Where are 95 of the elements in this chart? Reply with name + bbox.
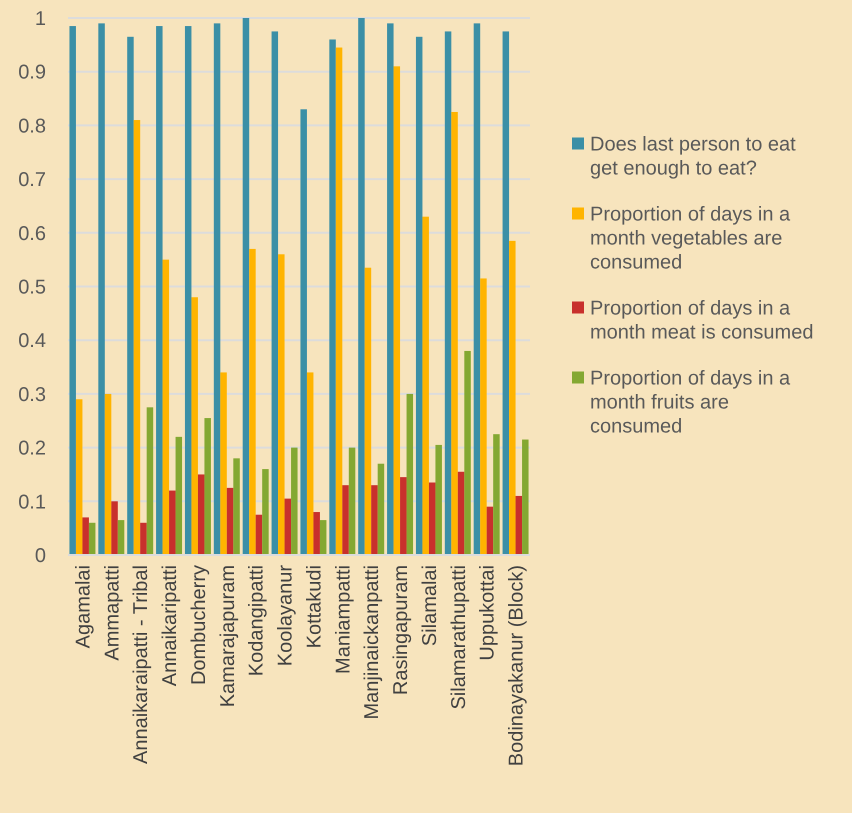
- bar: [191, 297, 198, 555]
- bar: [329, 39, 336, 555]
- y-tick-label: 0.4: [18, 330, 46, 352]
- bar: [156, 26, 163, 555]
- y-tick-label: 0.3: [18, 384, 46, 406]
- bar: [111, 501, 118, 555]
- bar: [233, 458, 240, 555]
- bar: [82, 517, 89, 555]
- x-tick-label: Rasingapuram: [390, 565, 412, 696]
- bar: [198, 474, 204, 555]
- bar: [249, 248, 256, 555]
- bar: [134, 120, 140, 555]
- y-tick-label: 0.6: [18, 222, 46, 245]
- bar: [444, 31, 452, 555]
- x-tick-label: Maniampatti: [332, 565, 354, 674]
- bar: [272, 31, 278, 555]
- bar: [428, 482, 436, 555]
- x-tick-label: Annaikaraipatti - Tribal: [130, 565, 152, 764]
- y-tick-label: 0.1: [18, 491, 46, 514]
- bar: [502, 31, 510, 555]
- bar: [146, 407, 154, 555]
- bar: [516, 496, 522, 555]
- legend-label: Proportion of days in a month fruits are consumed: [590, 368, 791, 438]
- bar: [300, 109, 307, 555]
- bar: [458, 472, 464, 555]
- bar: [220, 372, 227, 555]
- y-tick-label: 0.7: [18, 169, 46, 192]
- bar: [284, 498, 292, 555]
- bar: [435, 444, 442, 555]
- x-tick-label: Kottakudi: [303, 565, 326, 648]
- bar: [342, 485, 349, 555]
- bar: [451, 112, 458, 555]
- bar: [522, 440, 529, 555]
- legend-label: Proportion of days in a month meat is consumed: [590, 298, 814, 344]
- bar: [394, 66, 400, 555]
- x-tick-label: Ammapatti: [101, 565, 124, 661]
- bar: [204, 418, 211, 555]
- bar: [416, 36, 422, 555]
- bar: [493, 434, 500, 555]
- y-tick-label: 0: [34, 545, 46, 567]
- bar: [262, 469, 269, 555]
- bar: [320, 520, 326, 555]
- bar: [406, 394, 414, 555]
- x-tick-label: Agamalai: [72, 565, 94, 648]
- bar: [98, 23, 105, 555]
- x-tick-label: Bodinayakanur (Block): [506, 565, 528, 766]
- bar: [256, 514, 262, 555]
- x-tick-label: Silamalai: [418, 565, 441, 646]
- y-tick-label: 0.8: [18, 115, 46, 138]
- x-tick-label: Kamarajapuram: [216, 565, 239, 708]
- x-tick-label: Manjinaickanpatti: [361, 565, 384, 720]
- bar: [118, 520, 124, 555]
- y-tick-label: 0.5: [18, 276, 46, 298]
- bar: [486, 506, 494, 555]
- bar: [184, 26, 192, 555]
- bar: [480, 278, 487, 555]
- bar: [509, 240, 516, 555]
- x-tick-label: Silamarathupatti: [448, 565, 470, 710]
- bar: [76, 399, 82, 555]
- legend-label: Proportion of days in a month vegetables are consumed: [590, 204, 791, 274]
- bar: [371, 485, 378, 555]
- bar: [242, 18, 250, 555]
- x-tick-label: Kodangipatti: [246, 565, 268, 676]
- y-tick-label: 0.2: [18, 438, 46, 460]
- y-tick-label: 1: [34, 8, 46, 30]
- bar: [400, 477, 407, 555]
- bar: [336, 48, 342, 555]
- bar: [474, 23, 480, 555]
- x-tick-label: Dombucherry: [188, 565, 210, 686]
- bar: [140, 522, 147, 555]
- bar: [169, 490, 176, 555]
- legend-label: Does last person to eat get enough to eat?: [590, 134, 796, 180]
- bar: [176, 436, 182, 555]
- bar: [313, 512, 320, 555]
- bar: [291, 448, 298, 555]
- bar: [226, 488, 234, 555]
- bar: [278, 254, 285, 555]
- bar: [127, 36, 134, 555]
- bar: [348, 448, 356, 555]
- y-tick-label: 0.9: [18, 62, 46, 84]
- bar: [162, 260, 170, 555]
- bar: [464, 350, 471, 555]
- bar: [364, 268, 372, 555]
- bar: [358, 18, 365, 555]
- x-tick-label: Annaikaripatti: [159, 565, 182, 686]
- bar: [387, 23, 394, 555]
- bar: [69, 26, 76, 555]
- bar: [88, 522, 96, 555]
- bar: [306, 372, 314, 555]
- bar: [214, 23, 220, 555]
- bar: [422, 216, 429, 555]
- x-tick-label: Koolayanur: [274, 564, 297, 666]
- bar: [104, 394, 112, 555]
- x-tick-label: Uppukottai: [476, 565, 499, 661]
- bar: [378, 464, 384, 555]
